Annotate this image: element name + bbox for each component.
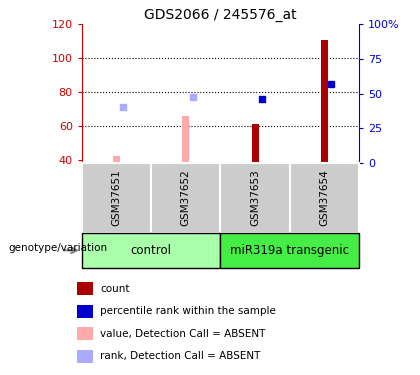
Text: rank, Detection Call = ABSENT: rank, Detection Call = ABSENT (100, 351, 261, 361)
Bar (220, 232, 359, 268)
Bar (77, 350, 93, 363)
Bar (220, 163, 290, 232)
Text: control: control (131, 244, 172, 257)
Bar (252, 124, 259, 163)
Text: GSM37653: GSM37653 (250, 170, 260, 226)
Text: GSM37654: GSM37654 (320, 170, 329, 226)
Bar (82, 163, 151, 232)
Text: GSM37651: GSM37651 (112, 170, 121, 226)
Text: miR319a transgenic: miR319a transgenic (230, 244, 349, 257)
Text: GSM37652: GSM37652 (181, 170, 191, 226)
Bar (113, 156, 120, 163)
Bar (77, 327, 93, 340)
Bar (290, 163, 359, 232)
Bar (82, 232, 220, 268)
Text: percentile rank within the sample: percentile rank within the sample (100, 306, 276, 316)
Text: count: count (100, 284, 130, 294)
Bar (77, 305, 93, 318)
Text: genotype/variation: genotype/variation (8, 243, 108, 254)
Bar (151, 163, 220, 232)
Text: value, Detection Call = ABSENT: value, Detection Call = ABSENT (100, 329, 265, 339)
Bar (77, 282, 93, 295)
Title: GDS2066 / 245576_at: GDS2066 / 245576_at (144, 8, 297, 22)
Bar (321, 40, 328, 163)
Bar (182, 116, 189, 163)
